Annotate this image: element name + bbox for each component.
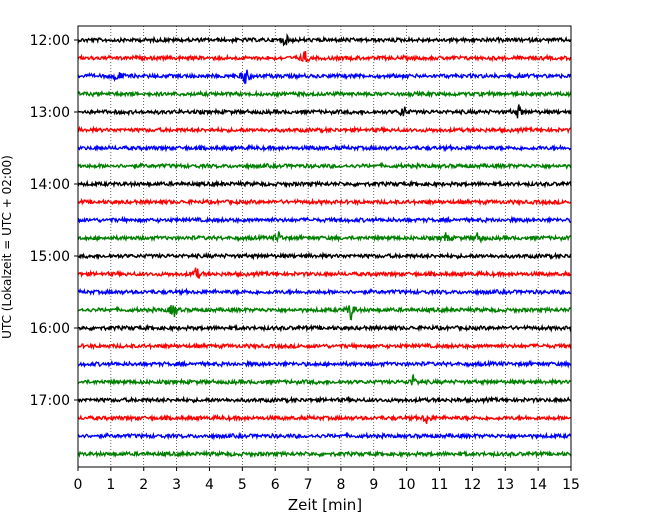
x-tick-label: 6	[271, 477, 280, 493]
y-tick-label: 14:00	[30, 177, 70, 193]
x-tick-label: 3	[172, 477, 181, 493]
trace-1345	[77, 161, 572, 171]
trace-1245	[77, 89, 572, 99]
trace-1730	[77, 431, 572, 441]
trace-1430	[77, 215, 572, 225]
x-tick-label: 1	[106, 477, 115, 493]
trace-1500	[77, 251, 572, 261]
y-tick-label: 12:00	[30, 33, 70, 49]
trace-1315	[77, 125, 572, 135]
x-tick-label: 9	[369, 477, 378, 493]
trace-1600	[77, 323, 572, 333]
trace-1715	[77, 413, 572, 425]
x-tick-label: 4	[205, 477, 214, 493]
plot-frame	[77, 25, 572, 468]
x-tick-label: 13	[496, 477, 514, 493]
y-tick-label: 15:00	[30, 249, 70, 265]
trace-1515	[77, 267, 572, 279]
x-tick-label: 7	[304, 477, 313, 493]
x-tick-label: 10	[398, 477, 416, 493]
y-axis: 12:00 13:00 14:00 15:00 16:00 17:00	[30, 33, 78, 409]
trace-1400	[77, 179, 572, 189]
x-tick-label: 12	[463, 477, 481, 493]
trace-1530	[77, 287, 572, 297]
trace-1445	[77, 231, 572, 244]
trace-1215	[77, 50, 572, 63]
trace-1300	[77, 104, 572, 119]
trace-1645	[77, 374, 572, 387]
x-tick-label: 14	[529, 477, 547, 493]
y-tick-label: 13:00	[30, 105, 70, 121]
x-axis-label: Zeit [min]	[288, 496, 362, 514]
x-tick-label: 15	[562, 477, 580, 493]
trace-1745	[77, 449, 572, 459]
x-axis: 0 1 2 3 4 5 6 7 8 9 10 11 12 13 14 15	[74, 467, 580, 493]
trace-1415	[77, 197, 572, 207]
x-tick-label: 0	[74, 477, 83, 493]
y-tick-label: 17:00	[30, 393, 70, 409]
x-tick-label: 5	[238, 477, 247, 493]
y-axis-label: UTC (Lokalzeit = UTC + 02:00)	[0, 155, 14, 339]
trace-1615	[77, 341, 572, 351]
trace-group	[77, 32, 572, 459]
trace-1230	[77, 69, 572, 85]
x-tick-label: 11	[431, 477, 449, 493]
x-tick-label: 2	[139, 477, 148, 493]
trace-1630	[77, 359, 572, 369]
trace-1330	[77, 143, 572, 153]
x-tick-label: 8	[336, 477, 345, 493]
trace-1200	[77, 32, 572, 47]
trace-1700	[77, 395, 572, 405]
y-tick-label: 16:00	[30, 321, 70, 337]
trace-1545	[77, 304, 572, 321]
